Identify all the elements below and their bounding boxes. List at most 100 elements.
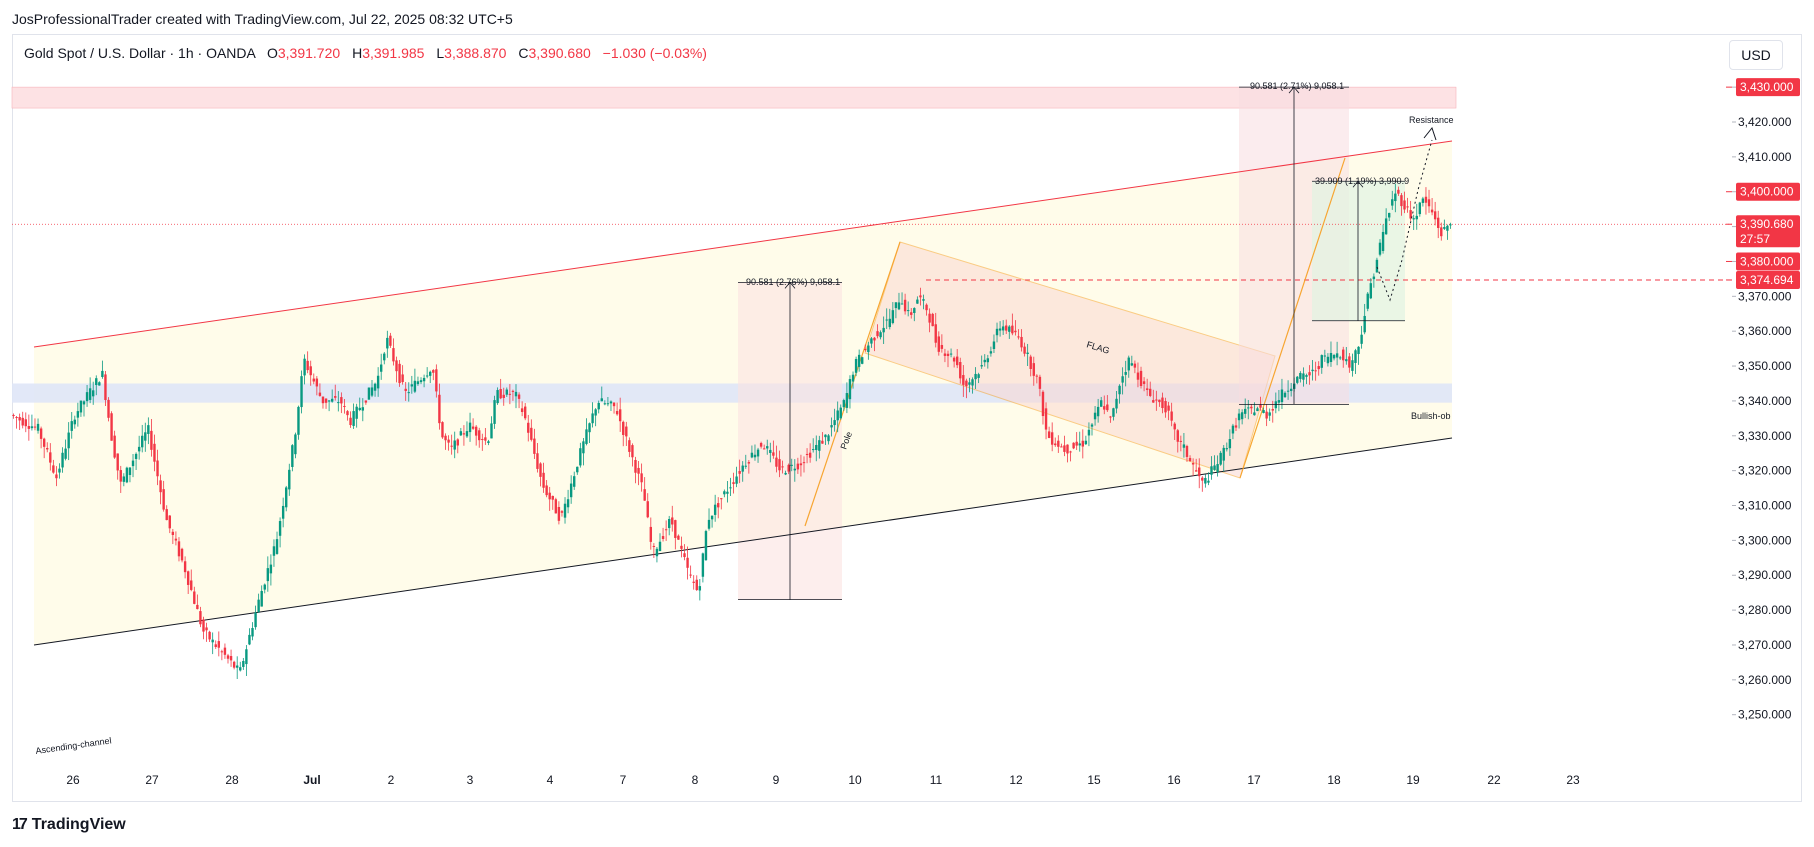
- candle-body: [505, 389, 509, 395]
- y-tick-label: 3,250.000: [1738, 708, 1792, 722]
- candle-body: [698, 586, 702, 591]
- y-tick-label: 3,300.000: [1738, 533, 1792, 547]
- candle-body: [582, 441, 585, 454]
- candle-body: [1412, 218, 1415, 220]
- candle-body: [156, 460, 159, 477]
- candle-body: [916, 299, 919, 304]
- candle-body: [1176, 430, 1179, 442]
- candle-body: [104, 374, 107, 401]
- candle-body: [1265, 411, 1268, 419]
- candle-body: [861, 357, 864, 364]
- close-label: C: [518, 45, 529, 61]
- candle-body: [671, 517, 674, 525]
- candle-body: [401, 374, 404, 383]
- candle-body: [159, 480, 162, 493]
- candle-body: [303, 358, 306, 376]
- candle-body: [1216, 464, 1219, 472]
- candle-body: [1302, 373, 1305, 380]
- candle-body: [199, 611, 202, 625]
- currency-button[interactable]: USD: [1729, 40, 1783, 70]
- candle-body: [940, 344, 944, 349]
- candle-body: [1005, 325, 1008, 331]
- candle-body: [321, 396, 325, 404]
- y-tick-label: 3,330.000: [1738, 429, 1792, 443]
- candle-body: [196, 604, 199, 610]
- candle-body: [827, 435, 830, 442]
- candle-body: [910, 312, 913, 315]
- candle-body: [677, 535, 680, 540]
- candle-body: [974, 373, 977, 380]
- candle-body: [318, 392, 322, 396]
- candle-body: [542, 472, 545, 488]
- candle-body: [251, 628, 254, 637]
- candle-body: [1446, 225, 1449, 231]
- candle-body: [897, 302, 901, 310]
- candle-body: [1283, 392, 1287, 398]
- candle-body: [1317, 366, 1320, 370]
- candle-body: [631, 445, 634, 458]
- candle-body: [533, 438, 536, 454]
- candle-body: [790, 464, 793, 466]
- open-value: 3,391.720: [277, 45, 341, 61]
- candle-body: [750, 452, 754, 458]
- candle-body: [309, 366, 312, 376]
- candle-body: [327, 400, 331, 402]
- candle-body: [1044, 408, 1048, 430]
- candle-body: [640, 473, 643, 483]
- candle-body: [12, 414, 15, 416]
- candle-body: [983, 359, 986, 363]
- candle-body: [1332, 355, 1336, 359]
- candle-body: [667, 519, 671, 529]
- candle-body: [560, 511, 564, 513]
- candle-body: [1078, 443, 1081, 446]
- candle-body: [1109, 416, 1112, 418]
- x-tick-label: 28: [225, 773, 239, 787]
- candle-body: [799, 463, 803, 466]
- candle-body: [346, 411, 349, 416]
- x-tick-label: 18: [1327, 773, 1341, 787]
- candle-body: [131, 460, 135, 467]
- tradingview-logo[interactable]: 17 TradingView: [12, 816, 126, 834]
- candle-body: [1191, 462, 1195, 465]
- countdown-label: 27:57: [1740, 232, 1770, 246]
- candle-body: [1363, 315, 1366, 333]
- candle-body: [447, 439, 450, 443]
- candle-body: [300, 376, 303, 408]
- candle-body: [1161, 397, 1164, 409]
- candle-body: [1314, 370, 1317, 372]
- candle-body: [150, 430, 153, 450]
- candles-group: [12, 183, 1452, 679]
- candle-body: [1060, 446, 1063, 448]
- candle-body: [870, 338, 873, 344]
- symbol-legend: Gold Spot / U.S. Dollar · 1h · OANDA O3,…: [24, 45, 707, 61]
- candle-body: [416, 381, 420, 385]
- candle-body: [811, 449, 815, 451]
- candle-body: [1280, 389, 1284, 403]
- candle-body: [1237, 413, 1241, 421]
- candle-body: [857, 354, 861, 367]
- candle-body: [266, 568, 270, 582]
- candle-body: [720, 498, 723, 500]
- candle-body: [1400, 195, 1403, 207]
- price-badge: [1736, 182, 1800, 201]
- symbol-name[interactable]: Gold Spot / U.S. Dollar · 1h · OANDA: [24, 45, 256, 61]
- candle-body: [539, 463, 542, 477]
- candle-body: [52, 465, 55, 473]
- candle-body: [137, 446, 141, 452]
- channel-label: Ascending-channel: [35, 735, 112, 756]
- candle-body: [1173, 423, 1176, 430]
- candle-body: [1164, 401, 1167, 413]
- candle-body: [609, 401, 613, 404]
- candle-body: [471, 426, 475, 429]
- candle-body: [597, 402, 600, 410]
- candle-body: [386, 337, 389, 349]
- candle-body: [1234, 425, 1238, 428]
- candle-body: [618, 409, 622, 422]
- candle-body: [352, 411, 355, 426]
- candle-body: [1152, 400, 1155, 403]
- candle-body: [591, 413, 594, 424]
- candle-body: [229, 656, 233, 661]
- candle-body: [165, 509, 168, 521]
- candle-body: [548, 492, 551, 500]
